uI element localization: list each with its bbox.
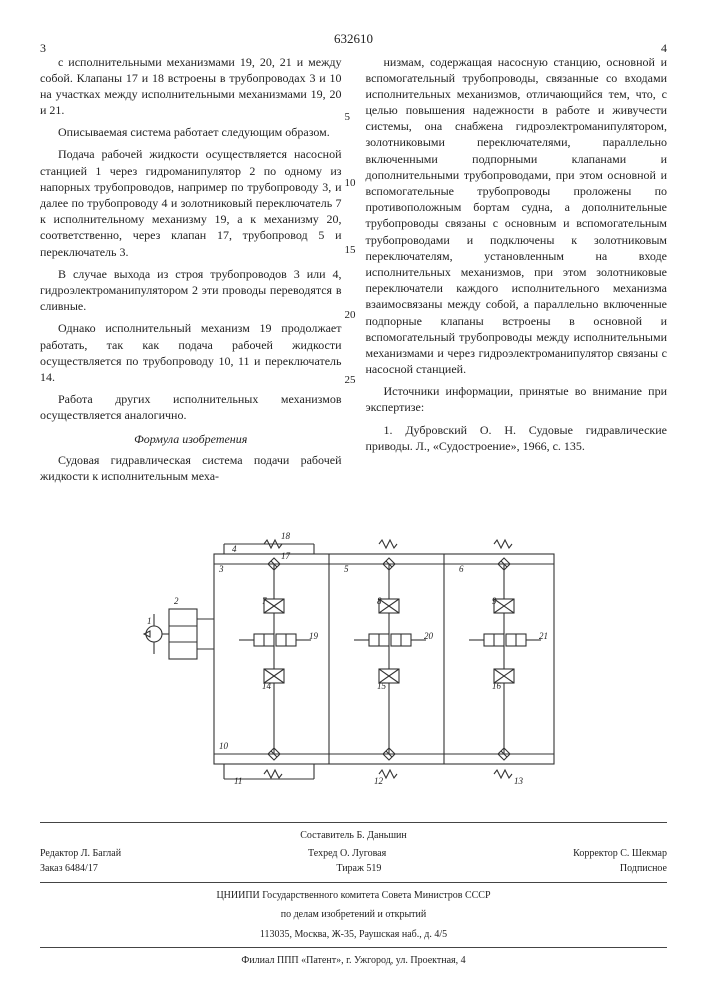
para: низмам, содержащая насосную станцию, осн…: [366, 54, 668, 378]
left-col-number: 3: [40, 40, 46, 56]
para: Работа других исполнительных механизмов …: [40, 391, 342, 423]
svg-text:10: 10: [219, 741, 229, 751]
svg-text:18: 18: [281, 531, 291, 541]
para: Судовая гидравлическая система подачи ра…: [40, 452, 342, 484]
para: Подача рабочей жидкости осуществляется н…: [40, 146, 342, 259]
tirazh: Тираж 519: [336, 862, 381, 876]
corrector: Корректор С. Шекмар: [573, 847, 667, 861]
addr-2: Филиал ППП «Патент», г. Ужгород, ул. Про…: [40, 954, 667, 968]
svg-text:5: 5: [344, 564, 349, 574]
svg-text:16: 16: [492, 681, 502, 691]
editor: Редактор Л. Баглай: [40, 847, 121, 861]
svg-text:19: 19: [309, 631, 319, 641]
svg-text:2: 2: [174, 596, 179, 606]
para: с исполнительными механизмами 19, 20, 21…: [40, 54, 342, 119]
compiler: Составитель Б. Даньшин: [40, 829, 667, 843]
para: Источники информации, принятые во вниман…: [366, 383, 668, 415]
formula-title: Формула изобретения: [40, 431, 342, 447]
para: Описываемая система работает следующим о…: [40, 124, 342, 140]
svg-text:17: 17: [281, 551, 291, 561]
org-line-1: ЦНИИПИ Государственного комитета Совета …: [40, 889, 667, 903]
separator: [40, 822, 667, 823]
addr-1: 113035, Москва, Ж-35, Раушская наб., д. …: [40, 928, 667, 942]
text-columns: 3 5 10 15 20 25 с исполнительными механи…: [40, 54, 667, 491]
left-column: 3 5 10 15 20 25 с исполнительными механи…: [40, 54, 342, 491]
svg-text:9: 9: [492, 596, 497, 606]
svg-text:11: 11: [234, 776, 242, 786]
hydraulic-schematic-svg: 123456789101112131415161718192021: [114, 504, 594, 804]
svg-text:14: 14: [262, 681, 272, 691]
order: Заказ 6484/17: [40, 862, 98, 876]
line-markers: 5 10 15 20 25: [345, 54, 356, 388]
para: В случае выхода из строя трубопроводов 3…: [40, 266, 342, 315]
podpis: Подписное: [620, 862, 667, 876]
footer: Составитель Б. Даньшин Редактор Л. Багла…: [40, 829, 667, 968]
svg-text:20: 20: [424, 631, 434, 641]
right-column: 4 низмам, содержащая насосную станцию, о…: [366, 54, 668, 491]
right-col-number: 4: [661, 40, 667, 56]
svg-text:7: 7: [262, 596, 267, 606]
svg-text:8: 8: [377, 596, 382, 606]
svg-text:21: 21: [539, 631, 548, 641]
patent-number: 632610: [40, 30, 667, 48]
separator: [40, 882, 667, 883]
svg-text:1: 1: [147, 616, 152, 626]
separator: [40, 947, 667, 948]
para: Однако исполнительный механизм 19 продол…: [40, 320, 342, 385]
para: 1. Дубровский О. Н. Судовые гидравлическ…: [366, 422, 668, 454]
techred: Техред О. Луговая: [308, 847, 386, 861]
svg-text:6: 6: [459, 564, 464, 574]
svg-text:15: 15: [377, 681, 387, 691]
org-line-2: по делам изобретений и открытий: [40, 908, 667, 922]
svg-text:3: 3: [218, 564, 224, 574]
schematic-diagram: 123456789101112131415161718192021: [40, 504, 667, 804]
svg-text:13: 13: [514, 776, 524, 786]
svg-text:4: 4: [232, 544, 237, 554]
svg-text:12: 12: [374, 776, 384, 786]
